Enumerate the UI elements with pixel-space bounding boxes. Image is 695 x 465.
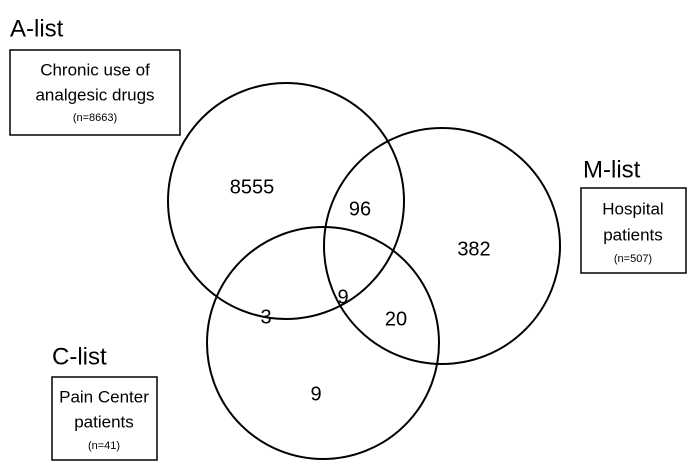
list-desc: analgesic drugs xyxy=(35,85,154,104)
list-box xyxy=(51,376,158,461)
list-desc: Hospital xyxy=(602,199,663,218)
list-title: C-list xyxy=(52,343,107,370)
region-count: 3 xyxy=(260,306,271,328)
list-count: (n=8663) xyxy=(73,112,117,124)
m-circle xyxy=(323,127,561,365)
list-count: (n=41) xyxy=(88,440,120,452)
region-count: 8555 xyxy=(230,176,275,198)
list-desc: Pain Center xyxy=(59,387,149,406)
region-count: 20 xyxy=(385,308,407,330)
region-count: 9 xyxy=(310,383,321,405)
region-count: 9 xyxy=(337,286,348,308)
list-title: M-list xyxy=(583,156,641,183)
region-count: 382 xyxy=(457,238,490,260)
list-desc: patients xyxy=(74,412,134,431)
list-box xyxy=(9,49,181,136)
list-title: A-list xyxy=(10,15,64,42)
a-circle xyxy=(167,82,405,320)
region-count: 96 xyxy=(349,198,371,220)
list-box xyxy=(580,187,687,274)
list-desc: patients xyxy=(603,225,663,244)
c-circle xyxy=(206,226,440,460)
list-count: (n=507) xyxy=(614,253,652,265)
list-desc: Chronic use of xyxy=(40,60,150,79)
